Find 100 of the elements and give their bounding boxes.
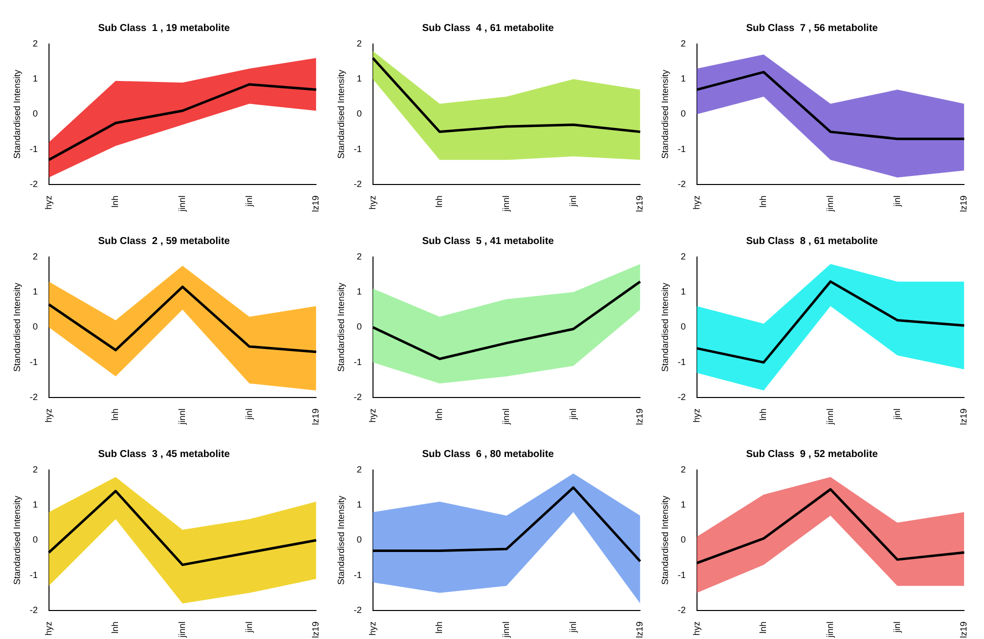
y-tick-label: -2 <box>30 604 38 615</box>
x-tick-label: jinl <box>568 621 578 634</box>
y-tick-label: -2 <box>354 178 362 189</box>
y-tick-label: -2 <box>678 392 686 402</box>
y-axis-title: Standardised Intensity <box>660 282 670 372</box>
x-tick-label: lnh <box>434 408 444 421</box>
y-axis-title: Standardised Intensity <box>336 69 346 159</box>
y-tick-label: -1 <box>678 570 686 580</box>
x-tick-label: lnh <box>110 195 120 208</box>
y-tick-label: 2 <box>356 38 362 48</box>
chart-title: Sub Class 7 , 56 metabolite <box>746 22 878 34</box>
x-tick-label: jinnl <box>176 621 187 639</box>
chart-title: Sub Class 4 , 61 metabolite <box>422 22 554 34</box>
y-tick-label: -1 <box>354 356 362 367</box>
x-tick-label: jinl <box>244 621 254 634</box>
x-tick-label: lz19 <box>958 195 969 212</box>
y-tick-label: 2 <box>356 464 362 474</box>
y-tick-label: 0 <box>680 534 686 545</box>
y-tick-label: -2 <box>30 392 38 402</box>
x-tick-label: jinnl <box>500 408 511 426</box>
y-tick-label: -2 <box>30 178 38 189</box>
x-tick-label: lnh <box>758 621 768 634</box>
chart-title: Sub Class 5 , 41 metabolite <box>422 236 554 247</box>
y-tick-label: 1 <box>32 74 38 84</box>
y-tick-label: -1 <box>30 570 38 580</box>
chart-title: Sub Class 8 , 61 metabolite <box>746 236 878 247</box>
y-tick-label: 0 <box>356 108 362 119</box>
y-tick-label: -1 <box>678 356 686 367</box>
x-tick-label: jinl <box>892 408 902 421</box>
x-tick-label: hyz <box>691 408 702 423</box>
x-tick-label: lz19 <box>310 408 321 426</box>
y-tick-label: -1 <box>354 144 362 154</box>
x-tick-label: jinl <box>892 195 902 208</box>
y-tick-label: 2 <box>680 251 686 262</box>
y-tick-label: 1 <box>356 286 362 297</box>
x-tick-label: hyz <box>43 408 54 423</box>
y-tick-label: 0 <box>680 108 686 119</box>
y-tick-label: -1 <box>678 144 686 154</box>
x-tick-label: hyz <box>367 408 378 423</box>
y-tick-label: 0 <box>680 322 686 332</box>
x-tick-label: lnh <box>434 621 444 634</box>
y-axis-title: Standardised Intensity <box>660 69 670 159</box>
x-tick-label: jinl <box>568 195 578 208</box>
y-axis-title: Standardised Intensity <box>336 495 346 585</box>
y-tick-label: -2 <box>354 392 362 402</box>
chart-title: Sub Class 1 , 19 metabolite <box>98 22 230 34</box>
y-axis-title: Standardised Intensity <box>12 495 22 585</box>
y-tick-label: 1 <box>356 74 362 84</box>
y-tick-label: 0 <box>356 534 362 545</box>
y-tick-label: 0 <box>356 322 362 332</box>
y-tick-label: 1 <box>32 286 38 297</box>
y-tick-label: 0 <box>32 322 38 332</box>
x-tick-label: jinnl <box>500 195 511 213</box>
x-tick-label: jinnl <box>824 621 835 639</box>
y-tick-label: 2 <box>680 38 686 48</box>
y-axis-title: Standardised Intensity <box>660 495 670 585</box>
y-tick-label: -1 <box>30 356 38 367</box>
y-tick-label: 2 <box>32 38 38 48</box>
x-tick-label: jinl <box>244 195 254 208</box>
y-tick-label: -1 <box>354 570 362 580</box>
x-tick-label: jinnl <box>176 408 187 426</box>
y-tick-label: 1 <box>32 500 38 510</box>
chart-title: Sub Class 3 , 45 metabolite <box>98 448 230 460</box>
x-tick-label: hyz <box>367 621 378 636</box>
y-tick-label: 0 <box>32 108 38 119</box>
x-tick-label: lnh <box>758 195 768 208</box>
x-tick-label: jinl <box>568 408 578 421</box>
y-tick-label: 1 <box>680 500 686 510</box>
y-tick-label: 1 <box>680 286 686 297</box>
y-tick-label: 2 <box>356 251 362 262</box>
x-tick-label: lz19 <box>310 621 321 638</box>
chart-title: Sub Class 9 , 52 metabolite <box>746 448 878 460</box>
y-axis-title: Standardised Intensity <box>12 282 22 372</box>
x-tick-label: lnh <box>434 195 444 208</box>
y-axis-title: Standardised Intensity <box>336 282 346 372</box>
x-tick-label: lnh <box>110 621 120 634</box>
x-tick-label: hyz <box>43 621 54 636</box>
x-tick-label: lz19 <box>634 195 645 212</box>
x-tick-label: lz19 <box>634 408 645 426</box>
y-tick-label: 2 <box>32 464 38 474</box>
x-tick-label: hyz <box>43 195 54 210</box>
x-tick-label: jinnl <box>824 408 835 426</box>
chart-title: Sub Class 6 , 80 metabolite <box>422 448 554 460</box>
y-tick-label: 1 <box>356 500 362 510</box>
x-tick-label: lz19 <box>958 621 969 638</box>
y-tick-label: -2 <box>678 604 686 615</box>
y-tick-label: 0 <box>32 534 38 545</box>
x-tick-label: lz19 <box>310 195 321 212</box>
x-tick-label: jinl <box>244 408 254 421</box>
y-tick-label: -1 <box>30 144 38 154</box>
x-tick-label: lnh <box>758 408 768 421</box>
x-tick-label: jinnl <box>176 195 187 213</box>
x-tick-label: lz19 <box>958 408 969 426</box>
y-axis-title: Standardised Intensity <box>12 69 22 159</box>
y-tick-label: -2 <box>354 604 362 615</box>
y-tick-label: 1 <box>680 74 686 84</box>
x-tick-label: jinnl <box>500 621 511 639</box>
chart-title: Sub Class 2 , 59 metabolite <box>98 236 230 247</box>
y-tick-label: 2 <box>32 251 38 262</box>
x-tick-label: lnh <box>110 408 120 421</box>
